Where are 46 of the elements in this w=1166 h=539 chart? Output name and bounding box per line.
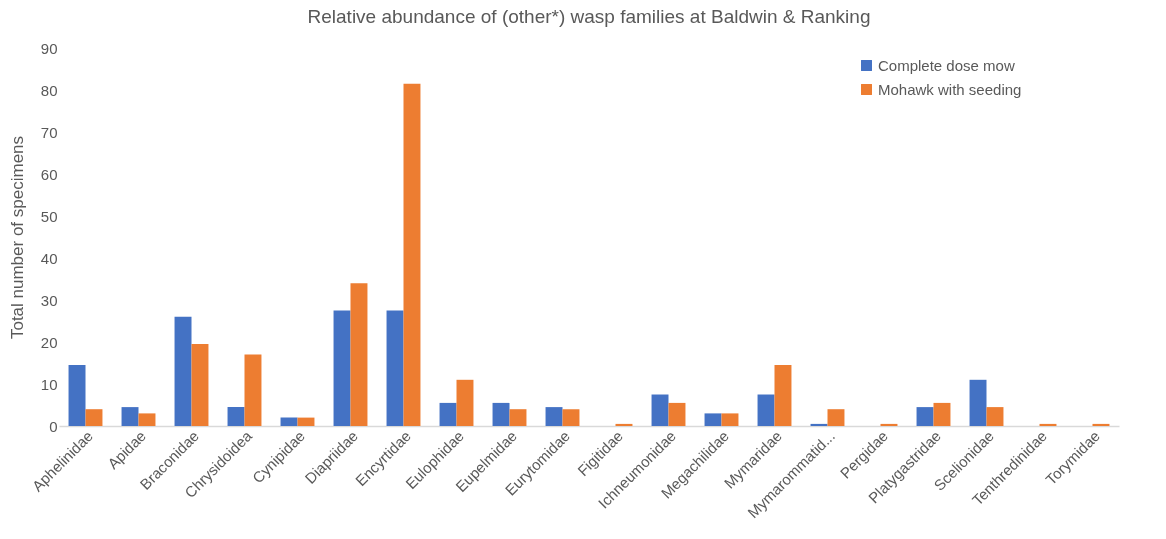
bar: [933, 402, 951, 426]
bar: [757, 394, 775, 426]
bar: [668, 402, 686, 426]
bar: [68, 365, 86, 426]
y-tick-label: 50: [40, 207, 58, 225]
bar: [403, 83, 421, 426]
chart-title: Relative abundance of (other*) wasp families at Baldwin & Ranking: [307, 6, 871, 27]
bar: [969, 379, 987, 426]
y-axis-title: Total number of specimens: [7, 135, 27, 340]
y-tick-label: 70: [40, 123, 58, 141]
bar: [138, 413, 156, 426]
bar: [333, 310, 351, 426]
bar: [774, 365, 792, 426]
y-tick-label: 20: [40, 333, 58, 351]
bar: [244, 354, 262, 426]
legend-label: Complete dose mow: [878, 56, 1015, 74]
y-tick-label: 10: [40, 375, 58, 393]
bar: [350, 283, 368, 426]
bar: [651, 394, 669, 426]
bar: [704, 413, 722, 426]
bar: [721, 413, 739, 426]
bar: [562, 409, 580, 426]
y-tick-label: 80: [40, 81, 58, 99]
bar: [916, 407, 934, 426]
bar: [810, 423, 828, 426]
bar: [827, 409, 845, 426]
y-tick-label: 30: [40, 291, 58, 309]
bar: [280, 417, 298, 426]
y-tick-label: 90: [40, 39, 58, 57]
y-tick-label: 0: [49, 417, 58, 435]
bar: [509, 409, 527, 426]
y-tick-label: 40: [40, 249, 58, 267]
bar: [121, 407, 139, 426]
bar: [439, 402, 457, 426]
bar: [545, 407, 563, 426]
bar: [227, 407, 245, 426]
bar: [297, 417, 315, 426]
bar: [492, 402, 510, 426]
y-tick-label: 60: [40, 165, 58, 183]
bar: [386, 310, 404, 426]
bar: [986, 407, 1004, 426]
bar: [456, 379, 474, 426]
bar: [85, 409, 103, 426]
bar: [191, 344, 209, 426]
legend-label: Mohawk with seeding: [878, 80, 1022, 98]
bar: [174, 316, 192, 426]
